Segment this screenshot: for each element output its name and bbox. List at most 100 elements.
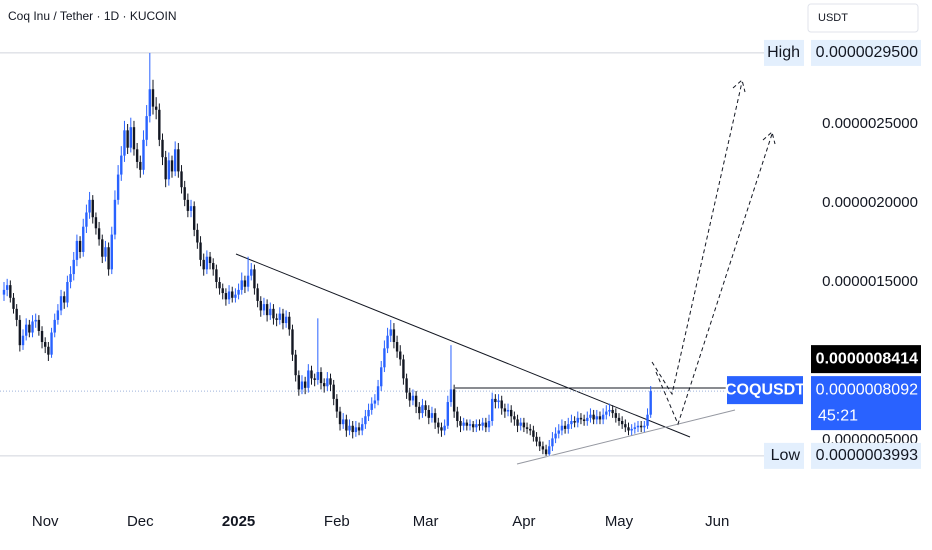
candle-body	[383, 348, 386, 368]
candle-body	[354, 427, 358, 433]
candle-body	[402, 359, 405, 379]
candle-body	[85, 212, 88, 227]
candle-body	[405, 378, 408, 393]
extreme-value: 0.0000003993	[816, 447, 918, 464]
candle-body	[538, 441, 541, 447]
candle-body	[395, 342, 399, 352]
candle-body	[234, 294, 237, 298]
candle-body	[411, 395, 415, 401]
candle-body	[161, 139, 164, 158]
extreme-label-box	[764, 442, 804, 469]
candle-body	[129, 127, 132, 148]
candle-body	[494, 398, 497, 403]
candle-body	[497, 400, 500, 403]
candle-body	[170, 160, 174, 172]
x-tick-label: Mar	[413, 513, 439, 530]
candle-body	[21, 335, 25, 346]
extreme-value: 0.0000029500	[816, 44, 918, 61]
candle-body	[646, 414, 649, 426]
x-tick-label: May	[605, 513, 634, 530]
chart-title: Coq Inu / Tether · 1D · KUCOIN	[8, 9, 177, 23]
candle-body	[573, 421, 576, 423]
candle-body	[173, 149, 177, 172]
candle-body	[262, 304, 266, 311]
candle-body	[319, 372, 323, 384]
candle-body	[192, 206, 196, 230]
candle-body	[66, 281, 69, 303]
candle-body	[620, 421, 624, 425]
candle-body	[104, 247, 107, 257]
candle-body	[370, 403, 373, 410]
candle-body	[281, 313, 285, 324]
candle-body	[316, 372, 320, 380]
last-price-value: 0.0000008092	[816, 381, 918, 398]
candle-body	[183, 187, 186, 200]
candle-body	[484, 422, 488, 428]
currency-box[interactable]	[807, 3, 919, 33]
candle-body	[456, 411, 459, 422]
candle-body	[361, 424, 364, 431]
candle-body	[519, 422, 522, 426]
candle-body	[503, 408, 507, 412]
candle-body	[313, 378, 316, 380]
candle-body	[237, 289, 240, 295]
candle-body	[510, 409, 513, 417]
y-tick-label: 0.0000025000	[822, 115, 918, 132]
trendline	[235, 253, 691, 438]
candle-body	[59, 296, 63, 311]
candle-body	[139, 161, 142, 170]
candle-body	[636, 425, 640, 428]
candle-body	[589, 414, 592, 418]
candle-body	[630, 428, 633, 431]
candle-body	[18, 319, 22, 346]
candle-body	[145, 116, 148, 140]
candle-body	[31, 321, 34, 333]
candle-body	[120, 155, 123, 175]
candle-body	[598, 416, 602, 420]
candle-body	[15, 308, 18, 320]
candle-body	[633, 427, 637, 429]
candle-body	[154, 106, 158, 110]
candle-body	[554, 433, 557, 439]
extreme-label-box	[764, 39, 804, 66]
candle-body	[34, 319, 37, 322]
candle-body	[132, 127, 136, 150]
countdown: 45:21	[818, 407, 858, 424]
candle-body	[376, 386, 380, 401]
candle-body	[284, 316, 288, 324]
candle-body	[101, 239, 104, 257]
candle-body	[427, 409, 430, 418]
candle-body	[212, 263, 215, 270]
candle-body	[424, 405, 427, 410]
trendline	[516, 409, 736, 465]
candle-body	[259, 300, 262, 311]
candle-body	[639, 425, 643, 428]
candle-body	[525, 427, 529, 429]
candle-body	[97, 228, 101, 240]
candle-body	[278, 313, 281, 320]
symbol-label: COQUSDT	[725, 381, 805, 398]
candle-body	[335, 398, 339, 412]
candle-body	[288, 316, 291, 330]
candle-body	[224, 293, 228, 300]
candle-body	[418, 406, 421, 414]
candle-body	[158, 109, 161, 140]
extreme-value-box	[811, 442, 921, 469]
candle-body	[408, 392, 411, 401]
currency[interactable]: USDT	[818, 12, 848, 24]
candle-body	[322, 383, 326, 387]
candle-body	[532, 430, 535, 437]
candle-body	[246, 275, 250, 287]
candle-body	[386, 335, 389, 349]
candle-body	[373, 400, 377, 404]
extreme-value-box	[811, 39, 921, 66]
symbol-box	[727, 376, 803, 405]
candle-body	[582, 419, 586, 422]
candle-body	[24, 324, 28, 336]
candle-body	[430, 413, 434, 418]
candle-body	[69, 274, 72, 282]
candle-body	[265, 304, 269, 316]
drawings	[235, 79, 776, 465]
